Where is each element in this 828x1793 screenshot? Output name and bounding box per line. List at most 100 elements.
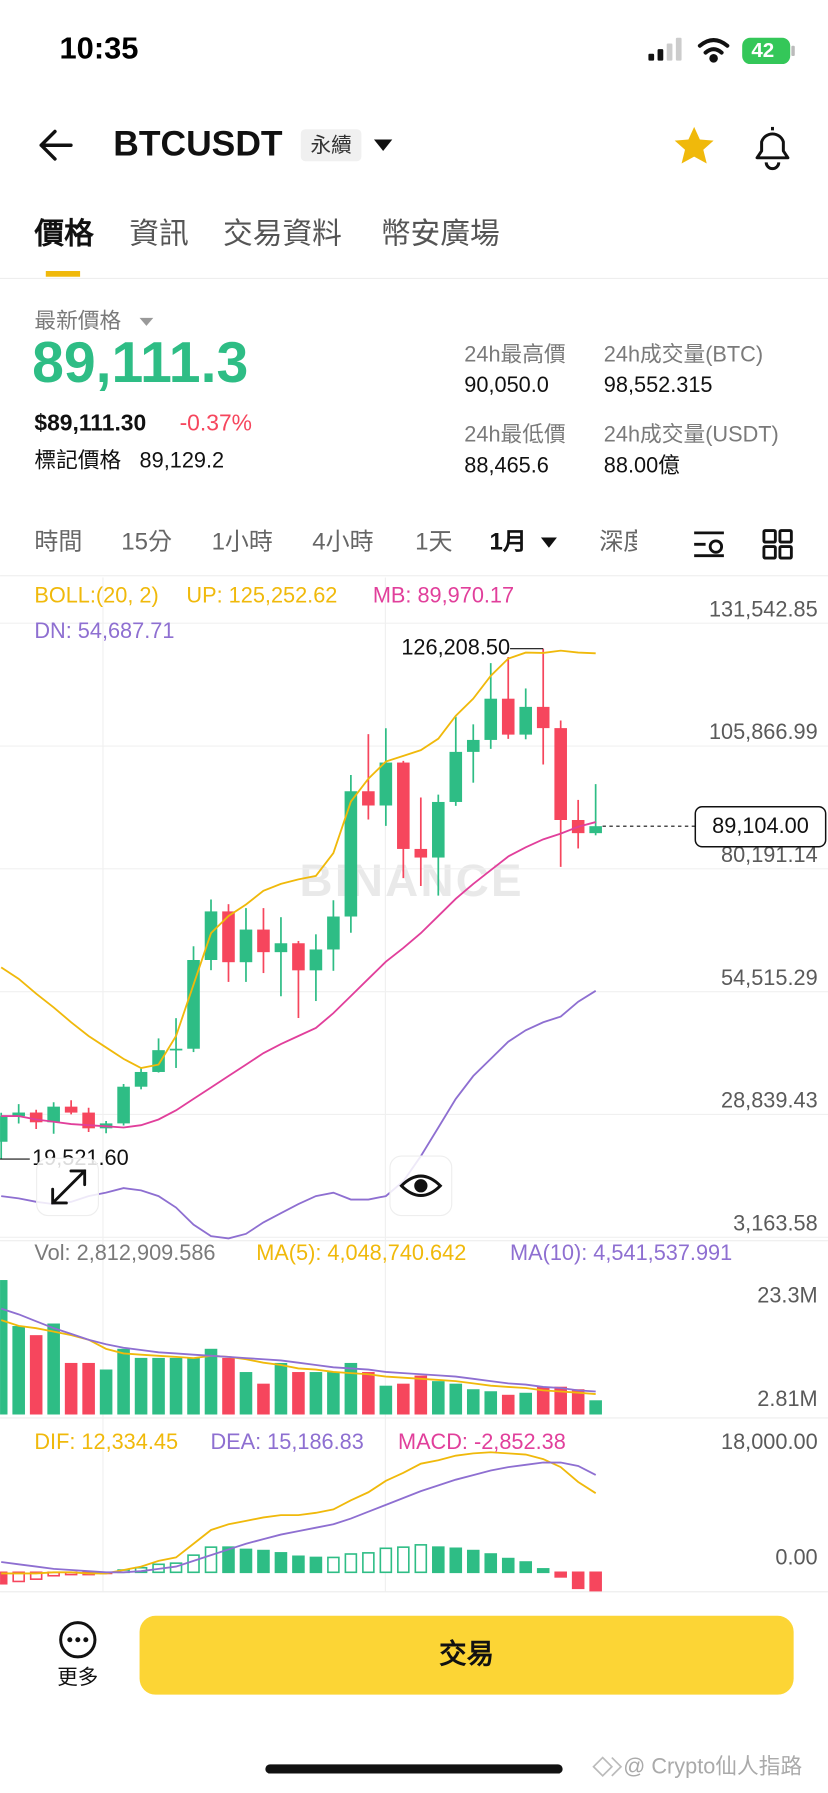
symbol-dropdown[interactable] <box>373 139 393 151</box>
layout-toggle <box>778 529 793 544</box>
volume-bar <box>152 1357 165 1415</box>
layout-toggle[interactable] <box>762 529 793 560</box>
eye-icon <box>414 1179 428 1193</box>
contract-badge <box>300 129 362 162</box>
trade-button[interactable] <box>139 1615 794 1695</box>
more-icon[interactable] <box>59 1621 97 1659</box>
tab[interactable]: 價格 <box>33 217 94 250</box>
macd-bar <box>449 1547 463 1574</box>
volume-bar <box>309 1372 323 1415</box>
candle-body <box>501 698 515 735</box>
volume-bar <box>432 1381 445 1415</box>
legend-label: MB: 89,970.17 <box>373 583 514 608</box>
interval[interactable]: 15分 <box>121 529 172 556</box>
macd-bar <box>327 1556 340 1574</box>
y-tick-label: 28,839.43 <box>721 1088 818 1113</box>
wifi-icon <box>697 38 730 48</box>
y-tick-label: 2.81M <box>757 1386 817 1411</box>
candle-body <box>187 959 200 1049</box>
candle-body <box>12 1112 25 1117</box>
watermark-logo <box>611 1756 623 1777</box>
interval[interactable]: 深度 <box>599 529 647 556</box>
indicator-settings[interactable] <box>694 531 724 558</box>
candle-body <box>554 728 567 820</box>
candle-body <box>152 1050 165 1072</box>
more-dots <box>75 1637 81 1643</box>
legend-label: MA(5): 4,048,740.642 <box>256 1240 466 1265</box>
interval[interactable]: 4小時 <box>312 529 373 556</box>
boll-line <box>1 821 596 1129</box>
volume-bar <box>379 1385 393 1415</box>
candle-body <box>47 1106 60 1123</box>
candle-body <box>222 911 235 963</box>
macd-bar <box>274 1552 288 1574</box>
legend-label: UP: 125,252.62 <box>186 583 337 608</box>
alert-bell[interactable] <box>755 126 790 171</box>
macd-bar <box>536 1568 550 1574</box>
candle-body <box>0 1116 8 1142</box>
candle-body <box>449 751 463 802</box>
tab[interactable]: 資訊 <box>129 217 188 250</box>
watermark-logo <box>592 1756 623 1778</box>
candle-body <box>484 698 498 740</box>
latest-price-dropdown[interactable] <box>139 317 154 326</box>
interval[interactable]: 1天 <box>415 529 452 556</box>
candle-body <box>432 801 445 858</box>
price-change: -0.37% <box>180 409 252 435</box>
macd-bar <box>501 1557 515 1574</box>
volume-bar <box>82 1362 95 1415</box>
volume-bar <box>292 1372 305 1415</box>
candle-body <box>309 949 323 971</box>
candle-body <box>589 826 602 834</box>
tab[interactable]: 交易資料 <box>223 217 342 250</box>
boll-title: BOLL:(20, 2) <box>34 583 158 608</box>
more-label[interactable]: 更多 <box>57 1666 98 1689</box>
legend-label: MA(10): 4,541,537.991 <box>510 1240 732 1265</box>
high-label: 126,208.50 <box>401 634 510 659</box>
interval[interactable]: 時間 <box>34 529 82 556</box>
more-dots <box>83 1637 89 1643</box>
wifi-icon <box>703 47 724 55</box>
interval-dropdown[interactable] <box>540 537 557 548</box>
volume-bar <box>484 1391 498 1415</box>
boll-line <box>1 990 597 1240</box>
tab-indicator <box>45 271 81 277</box>
macd-bar <box>484 1553 498 1574</box>
legend-label: MACD: -2,852.38 <box>398 1429 566 1454</box>
candle-body <box>397 762 410 849</box>
legend-label: DN: 54,687.71 <box>34 618 174 643</box>
fullscreen-icon <box>51 1169 87 1205</box>
interval[interactable]: 1月 <box>489 529 526 556</box>
favorite-star[interactable] <box>674 126 714 164</box>
symbol[interactable]: BTCUSDT <box>113 124 283 164</box>
macd-bar <box>379 1547 393 1574</box>
last-price-label: 89,104.00 <box>712 813 809 838</box>
stat-label: 24h最低價 <box>464 421 566 446</box>
eye-icon <box>399 1174 443 1197</box>
boll-line <box>0 649 596 1069</box>
volume-bar <box>64 1362 78 1415</box>
ma-line <box>0 1307 596 1393</box>
indicator-settings <box>708 539 724 554</box>
macd-bar <box>0 1571 8 1585</box>
trade-label[interactable]: 交易 <box>439 1638 494 1669</box>
interval[interactable]: 1小時 <box>212 529 273 556</box>
chart-layer: 24h最高價 90,050.0 24h成交量(BTC) 98,552.315 24h最低… <box>464 341 778 477</box>
wifi-icon <box>697 38 730 63</box>
candle-body <box>292 943 305 971</box>
chart-layer <box>0 648 602 1240</box>
fullscreen-icon <box>51 1169 87 1205</box>
tab[interactable]: 幣安廣場 <box>381 217 500 250</box>
more-dots <box>67 1637 73 1643</box>
volume-bar <box>274 1362 288 1415</box>
macd-bar <box>344 1553 358 1574</box>
stat-value: 90,050.0 <box>464 372 549 397</box>
stat-value: 88.00億 <box>604 452 680 477</box>
back-button[interactable] <box>39 129 73 161</box>
macd-bar <box>571 1571 585 1590</box>
volume-bar <box>344 1362 358 1415</box>
volume-bar <box>571 1389 585 1415</box>
eye-icon <box>399 1174 443 1197</box>
macd-bar <box>12 1571 25 1583</box>
